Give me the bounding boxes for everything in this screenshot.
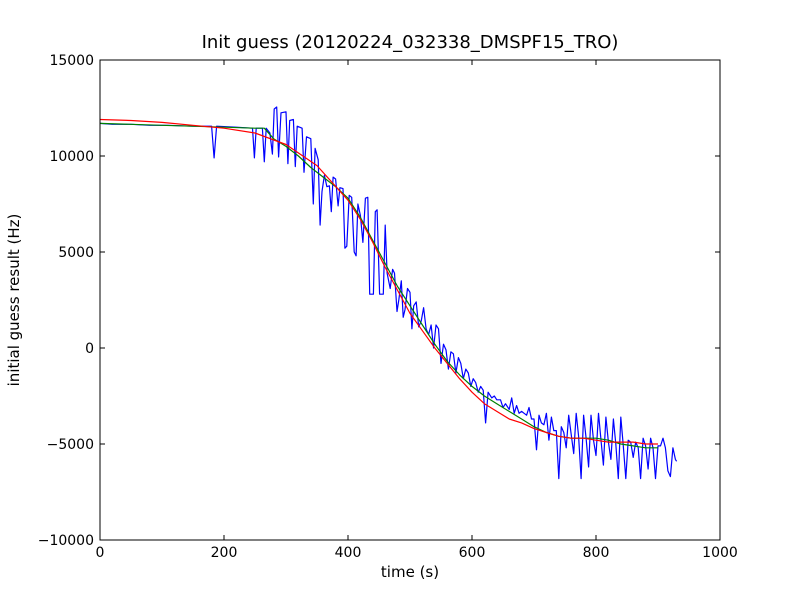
plot-frame xyxy=(99,59,721,541)
x-tick-label: 200 xyxy=(211,545,238,561)
series-line-3 xyxy=(99,118,658,445)
chart-title: Init guess (20120224_032338_DMSPF15_TRO) xyxy=(202,32,619,53)
x-tick-label: 0 xyxy=(96,545,105,561)
y-tick-label: 10000 xyxy=(49,149,94,165)
y-tick-label: −5000 xyxy=(47,437,94,453)
y-tick-label: 15000 xyxy=(49,53,94,69)
x-tick-label: 1000 xyxy=(702,545,738,561)
y-tick-label: 5000 xyxy=(58,245,94,261)
x-tick-label: 400 xyxy=(335,545,362,561)
y-tick-label: 0 xyxy=(85,341,94,357)
y-axis-ticks: −10000 −5000 0 5000 10000 15000 xyxy=(38,53,720,549)
x-axis-ticks: 0 200 400 600 800 1000 xyxy=(96,60,738,561)
y-tick-label: −10000 xyxy=(38,533,94,549)
x-tick-label: 600 xyxy=(459,545,486,561)
y-axis-label: initial guess result (Hz) xyxy=(5,214,23,387)
series-layer xyxy=(99,106,678,480)
x-tick-label: 800 xyxy=(583,545,610,561)
x-axis-label: time (s) xyxy=(381,563,439,581)
series-line-1 xyxy=(99,106,678,480)
